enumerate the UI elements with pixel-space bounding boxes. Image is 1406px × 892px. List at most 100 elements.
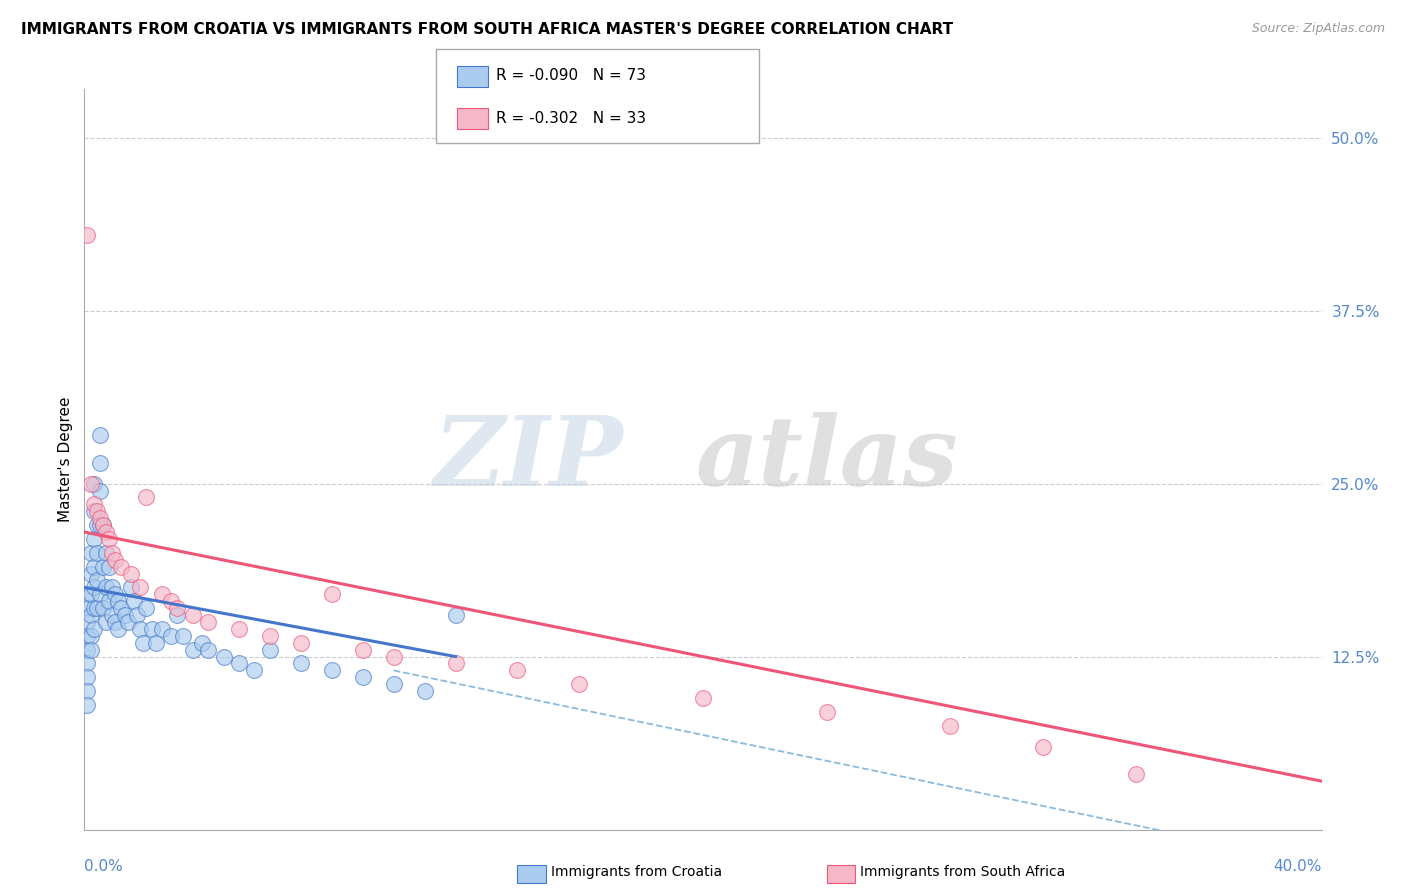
Point [76,670,98,684]
Point [76,657,98,671]
Point [135,601,157,615]
Point [172,629,194,643]
Point [98,594,121,608]
Point [91,518,114,533]
Point [382,649,405,664]
Point [101,546,124,560]
Point [321,664,343,678]
Text: 40.0%: 40.0% [1274,859,1322,874]
Point [145,636,167,650]
Point [939,719,962,733]
Text: Source: ZipAtlas.com: Source: ZipAtlas.com [1251,22,1385,36]
Point [83,476,105,491]
Point [91,559,114,574]
Point [91,518,114,533]
Point [104,587,127,601]
Point [76,684,98,698]
Point [89,518,111,533]
Text: 0.0%: 0.0% [84,859,124,874]
Text: R = -0.090   N = 73: R = -0.090 N = 73 [496,69,647,83]
Point [94,615,117,629]
Point [76,642,98,657]
Point [79,566,101,581]
Point [89,483,111,498]
Point [259,629,281,643]
Point [89,428,111,442]
Point [101,608,124,623]
Point [110,559,132,574]
Point [382,677,405,691]
Text: ZIP: ZIP [433,412,623,507]
Point [89,511,111,525]
Point [132,636,155,650]
Point [83,559,105,574]
Point [76,698,98,712]
Point [815,705,838,719]
Point [150,622,173,636]
Point [89,587,111,601]
Point [212,649,235,664]
Point [98,559,121,574]
Text: Immigrants from Croatia: Immigrants from Croatia [551,865,723,880]
Point [150,587,173,601]
Point [110,601,132,615]
Point [86,546,108,560]
Text: IMMIGRANTS FROM CROATIA VS IMMIGRANTS FROM SOUTH AFRICA MASTER'S DEGREE CORRELAT: IMMIGRANTS FROM CROATIA VS IMMIGRANTS FR… [21,22,953,37]
Point [83,581,105,595]
Point [197,642,219,657]
Point [98,532,121,546]
Point [79,476,101,491]
Point [79,608,101,623]
Point [94,524,117,539]
Point [135,491,157,505]
Point [166,601,188,615]
Point [86,504,108,518]
Point [76,615,98,629]
Point [79,546,101,560]
Text: atlas: atlas [696,412,957,507]
Point [91,601,114,615]
Point [79,587,101,601]
Point [692,691,714,706]
Point [101,581,124,595]
Point [94,546,117,560]
Point [506,664,529,678]
Point [104,552,127,566]
Point [129,581,152,595]
Point [86,574,108,588]
Point [104,615,127,629]
Point [83,504,105,518]
Point [83,601,105,615]
Point [259,642,281,657]
Point [352,670,374,684]
Point [107,622,129,636]
Point [86,601,108,615]
Point [191,636,214,650]
Point [76,227,98,242]
Point [243,664,266,678]
Point [83,532,105,546]
Point [160,629,183,643]
Point [413,684,436,698]
Point [79,629,101,643]
Point [1032,739,1054,754]
Point [228,657,250,671]
Point [1125,767,1147,781]
Text: Immigrants from South Africa: Immigrants from South Africa [860,865,1066,880]
Text: R = -0.302   N = 33: R = -0.302 N = 33 [496,112,647,126]
Point [141,622,163,636]
Point [79,642,101,657]
Point [125,608,148,623]
Point [122,594,145,608]
Point [107,594,129,608]
Point [352,642,374,657]
Point [568,677,591,691]
Point [321,587,343,601]
Point [290,636,312,650]
Point [166,608,188,623]
Point [86,518,108,533]
Point [129,622,152,636]
Point [114,608,136,623]
Point [444,608,467,623]
Point [83,497,105,511]
